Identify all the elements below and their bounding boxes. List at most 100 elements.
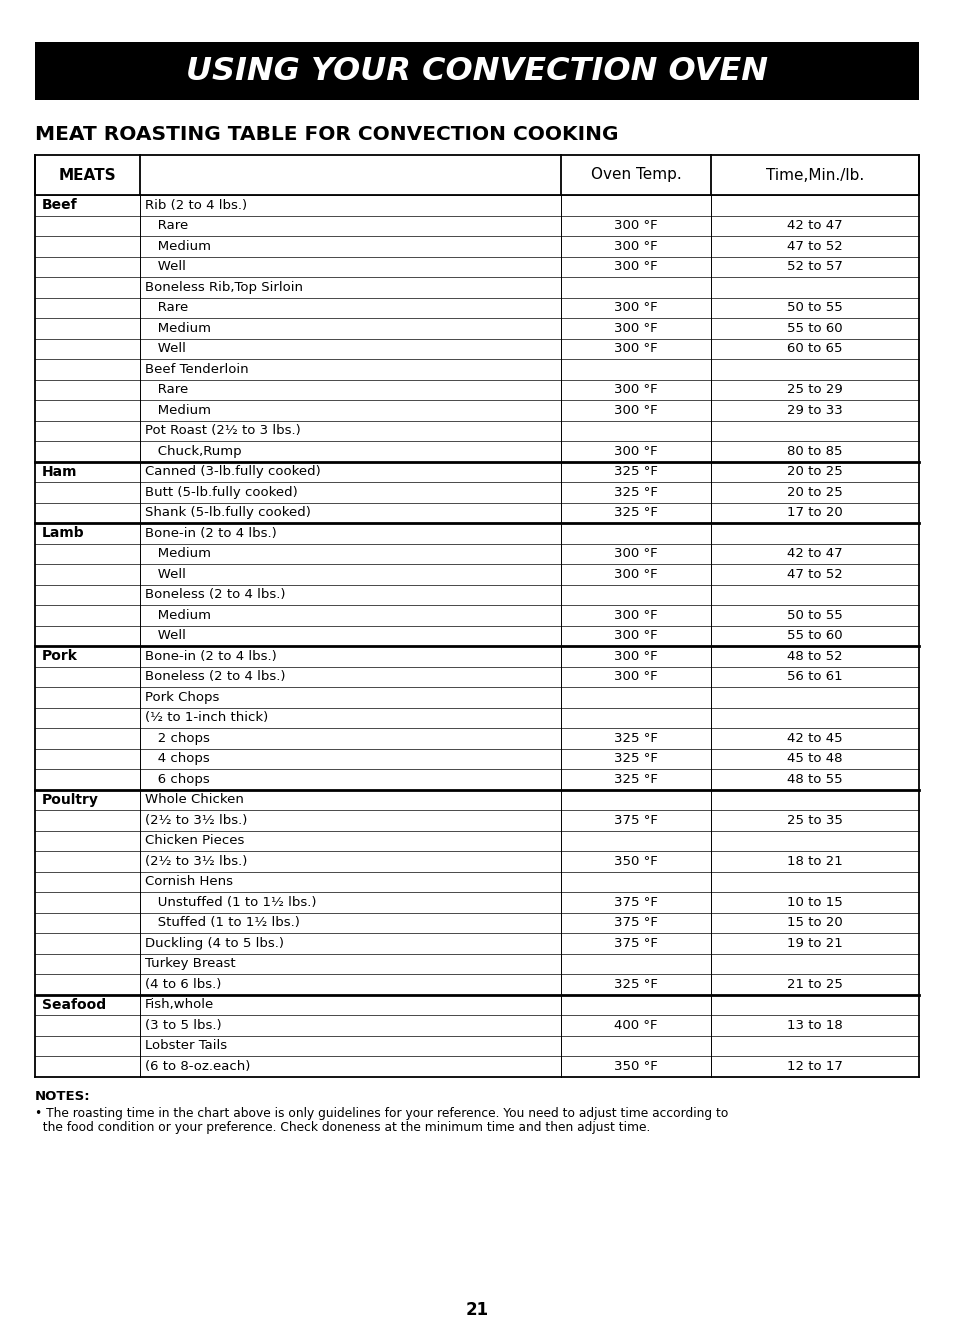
Text: Seafood: Seafood [42,997,106,1012]
Text: 56 to 61: 56 to 61 [786,670,842,683]
Text: 300 °F: 300 °F [614,219,658,232]
Text: Stuffed (1 to 1½ lbs.): Stuffed (1 to 1½ lbs.) [145,917,299,929]
Text: Canned (3-lb.fully cooked): Canned (3-lb.fully cooked) [145,466,320,478]
Text: 325 °F: 325 °F [614,753,658,765]
Text: 20 to 25: 20 to 25 [786,486,842,499]
Text: Beef: Beef [42,199,77,212]
Text: 45 to 48: 45 to 48 [786,753,842,765]
Text: 300 °F: 300 °F [614,670,658,683]
Text: 19 to 21: 19 to 21 [786,937,842,950]
Text: 325 °F: 325 °F [614,466,658,478]
Text: 325 °F: 325 °F [614,978,658,990]
Text: Shank (5-lb.fully cooked): Shank (5-lb.fully cooked) [145,506,311,519]
Text: the food condition or your preference. Check doneness at the minimum time and th: the food condition or your preference. C… [35,1121,650,1134]
Text: (½ to 1-inch thick): (½ to 1-inch thick) [145,711,268,725]
Text: Well: Well [145,629,186,643]
Text: 325 °F: 325 °F [614,486,658,499]
Text: Butt (5-lb.fully cooked): Butt (5-lb.fully cooked) [145,486,297,499]
Text: 6 chops: 6 chops [145,773,210,786]
Bar [35,42,918,101]
Text: Turkey Breast: Turkey Breast [145,957,235,970]
Text: 300 °F: 300 °F [614,444,658,458]
Text: 15 to 20: 15 to 20 [786,917,842,929]
Text: Chicken Pieces: Chicken Pieces [145,835,244,847]
Text: 400 °F: 400 °F [614,1019,658,1032]
Text: Rib (2 to 4 lbs.): Rib (2 to 4 lbs.) [145,199,247,212]
Text: Rare: Rare [145,301,188,314]
Text: 10 to 15: 10 to 15 [786,895,842,909]
Text: 12 to 17: 12 to 17 [786,1060,842,1072]
Text: 350 °F: 350 °F [614,855,658,868]
Text: 325 °F: 325 °F [614,731,658,745]
Text: 48 to 55: 48 to 55 [786,773,842,786]
Text: Fish,whole: Fish,whole [145,998,214,1012]
Text: 18 to 21: 18 to 21 [786,855,842,868]
Text: 21 to 25: 21 to 25 [786,978,842,990]
Text: Pot Roast (2½ to 3 lbs.): Pot Roast (2½ to 3 lbs.) [145,424,300,437]
Text: Bone-in (2 to 4 lbs.): Bone-in (2 to 4 lbs.) [145,650,276,663]
Text: 300 °F: 300 °F [614,609,658,621]
Text: Oven Temp.: Oven Temp. [590,168,680,183]
Text: Whole Chicken: Whole Chicken [145,793,244,807]
Text: 50 to 55: 50 to 55 [786,301,842,314]
Text: Poultry: Poultry [42,793,99,807]
Text: 300 °F: 300 °F [614,240,658,252]
Text: MEAT ROASTING TABLE FOR CONVECTION COOKING: MEAT ROASTING TABLE FOR CONVECTION COOKI… [35,125,618,144]
Text: 60 to 65: 60 to 65 [786,342,842,356]
Text: 300 °F: 300 °F [614,404,658,417]
Text: 48 to 52: 48 to 52 [786,650,842,663]
Text: 325 °F: 325 °F [614,773,658,786]
Text: 300 °F: 300 °F [614,568,658,581]
Text: 300 °F: 300 °F [614,301,658,314]
Text: Lamb: Lamb [42,526,85,541]
Text: Ham: Ham [42,464,77,479]
Text: NOTES:: NOTES: [35,1091,91,1103]
Text: (2½ to 3½ lbs.): (2½ to 3½ lbs.) [145,813,247,827]
Text: USING YOUR CONVECTION OVEN: USING YOUR CONVECTION OVEN [186,55,767,86]
Text: 42 to 47: 42 to 47 [786,548,842,560]
Text: (2½ to 3½ lbs.): (2½ to 3½ lbs.) [145,855,247,868]
Text: 300 °F: 300 °F [614,650,658,663]
Text: Medium: Medium [145,609,211,621]
Text: Duckling (4 to 5 lbs.): Duckling (4 to 5 lbs.) [145,937,284,950]
Text: 25 to 35: 25 to 35 [786,813,842,827]
Text: 55 to 60: 55 to 60 [786,322,842,334]
Text: 375 °F: 375 °F [614,813,658,827]
Text: Medium: Medium [145,548,211,560]
Text: Well: Well [145,260,186,274]
Text: Medium: Medium [145,240,211,252]
Text: Lobster Tails: Lobster Tails [145,1039,227,1052]
Text: 47 to 52: 47 to 52 [786,568,842,581]
Text: 300 °F: 300 °F [614,342,658,356]
Text: MEATS: MEATS [59,168,116,183]
Text: 375 °F: 375 °F [614,937,658,950]
Text: Unstuffed (1 to 1½ lbs.): Unstuffed (1 to 1½ lbs.) [145,895,316,909]
Text: Rare: Rare [145,219,188,232]
Text: Pork: Pork [42,650,78,663]
Text: (4 to 6 lbs.): (4 to 6 lbs.) [145,978,221,990]
Text: Boneless (2 to 4 lbs.): Boneless (2 to 4 lbs.) [145,588,285,601]
Text: 375 °F: 375 °F [614,895,658,909]
Text: Rare: Rare [145,384,188,396]
Text: Well: Well [145,342,186,356]
Text: 375 °F: 375 °F [614,917,658,929]
Text: Beef Tenderloin: Beef Tenderloin [145,362,249,376]
Text: 300 °F: 300 °F [614,548,658,560]
Text: • The roasting time in the chart above is only guidelines for your reference. Yo: • The roasting time in the chart above i… [35,1107,727,1119]
Text: 300 °F: 300 °F [614,629,658,643]
Text: 25 to 29: 25 to 29 [786,384,842,396]
Text: 29 to 33: 29 to 33 [786,404,842,417]
Text: 52 to 57: 52 to 57 [786,260,842,274]
Text: 80 to 85: 80 to 85 [786,444,842,458]
Text: 4 chops: 4 chops [145,753,210,765]
Text: 2 chops: 2 chops [145,731,210,745]
Text: 42 to 47: 42 to 47 [786,219,842,232]
Text: Medium: Medium [145,322,211,334]
Text: 42 to 45: 42 to 45 [786,731,842,745]
Bar [35,154,918,195]
Text: 50 to 55: 50 to 55 [786,609,842,621]
Text: 47 to 52: 47 to 52 [786,240,842,252]
Text: Pork Chops: Pork Chops [145,691,219,703]
Text: Chuck,Rump: Chuck,Rump [145,444,241,458]
Text: 20 to 25: 20 to 25 [786,466,842,478]
